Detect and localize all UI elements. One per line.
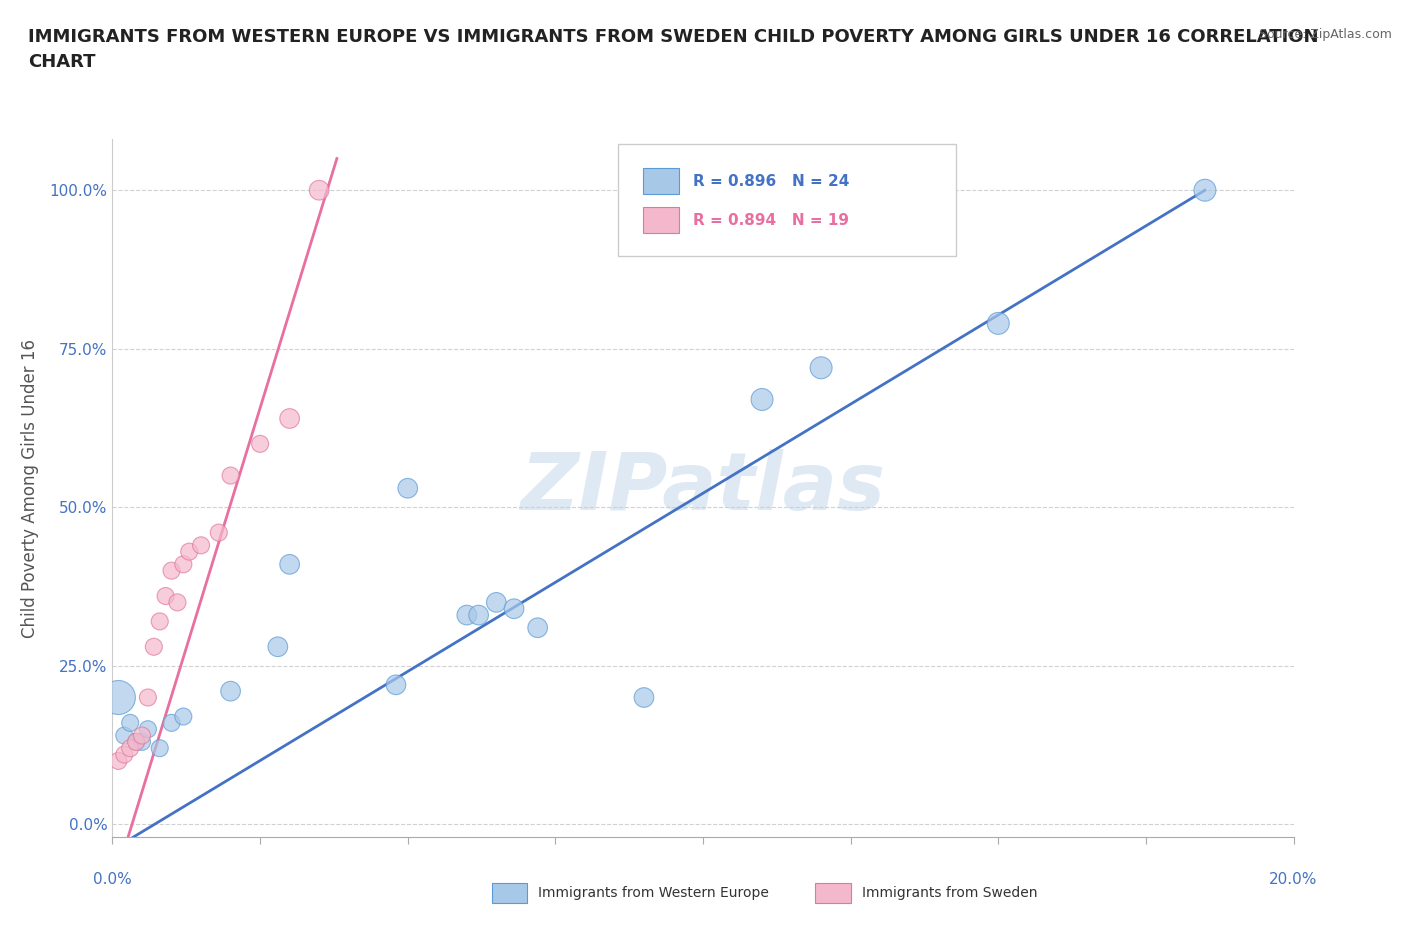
Point <box>503 602 526 617</box>
Point <box>131 728 153 743</box>
Text: IMMIGRANTS FROM WESTERN EUROPE VS IMMIGRANTS FROM SWEDEN CHILD POVERTY AMONG GIR: IMMIGRANTS FROM WESTERN EUROPE VS IMMIGR… <box>28 28 1319 71</box>
Point <box>131 735 153 750</box>
Point <box>112 747 135 762</box>
Point <box>155 589 177 604</box>
Point <box>120 741 142 756</box>
Point <box>467 607 489 622</box>
Point <box>179 544 201 559</box>
Point <box>112 728 135 743</box>
Point <box>125 735 148 750</box>
Point <box>107 690 129 705</box>
Point <box>385 677 408 692</box>
Point <box>166 595 188 610</box>
Point <box>249 436 271 451</box>
Point <box>172 557 194 572</box>
Point <box>136 690 159 705</box>
Point <box>396 481 419 496</box>
Point <box>456 607 478 622</box>
Point <box>278 411 301 426</box>
Point <box>485 595 508 610</box>
Point <box>160 564 183 578</box>
Point <box>172 709 194 724</box>
Point <box>308 183 330 198</box>
Point <box>125 735 148 750</box>
Text: R = 0.896   N = 24: R = 0.896 N = 24 <box>693 174 849 189</box>
Point <box>190 538 212 552</box>
Text: R = 0.894   N = 19: R = 0.894 N = 19 <box>693 213 849 228</box>
Point <box>987 316 1010 331</box>
Point <box>633 690 655 705</box>
Point <box>810 360 832 375</box>
Point <box>1194 183 1216 198</box>
Point <box>526 620 548 635</box>
Point <box>136 722 159 737</box>
Point <box>751 392 773 407</box>
Point <box>142 639 165 654</box>
Text: Immigrants from Sweden: Immigrants from Sweden <box>862 885 1038 900</box>
Text: 20.0%: 20.0% <box>1270 872 1317 887</box>
Point <box>219 684 242 698</box>
Text: 0.0%: 0.0% <box>93 872 132 887</box>
Point <box>160 715 183 730</box>
Point <box>219 468 242 483</box>
Point <box>278 557 301 572</box>
Y-axis label: Child Poverty Among Girls Under 16: Child Poverty Among Girls Under 16 <box>21 339 38 638</box>
Point <box>149 741 172 756</box>
Point <box>208 525 231 540</box>
Point <box>107 753 129 768</box>
Text: Immigrants from Western Europe: Immigrants from Western Europe <box>538 885 769 900</box>
Point <box>149 614 172 629</box>
Text: Source: ZipAtlas.com: Source: ZipAtlas.com <box>1258 28 1392 41</box>
Point <box>120 715 142 730</box>
Point <box>267 639 290 654</box>
Text: ZIPatlas: ZIPatlas <box>520 449 886 527</box>
